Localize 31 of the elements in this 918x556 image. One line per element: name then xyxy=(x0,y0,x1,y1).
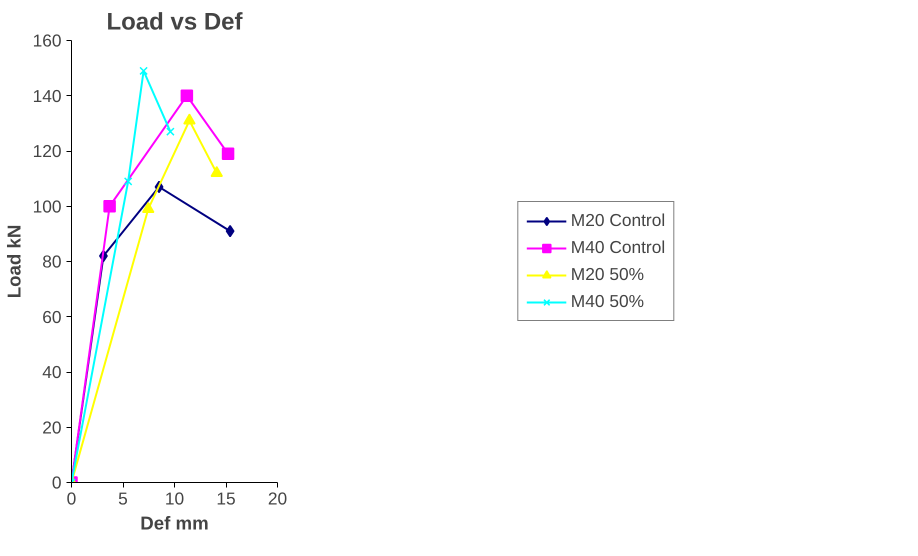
x-tick-label: 5 xyxy=(118,488,128,508)
y-tick-label: 20 xyxy=(42,417,62,438)
point xyxy=(103,200,116,212)
x-tick-label: 15 xyxy=(216,488,236,508)
y-tick-label: 140 xyxy=(32,86,62,106)
chart-title: Load vs Def xyxy=(106,8,244,36)
y-tick-label: 60 xyxy=(42,306,62,327)
y-tick-label: 80 xyxy=(42,252,62,272)
x-tick-label: 10 xyxy=(164,488,184,508)
point xyxy=(222,148,234,160)
legend-label: M20 50% xyxy=(570,264,644,285)
x-tick-label: 0 xyxy=(66,488,76,508)
point xyxy=(142,202,154,213)
legend-label: M40 Control xyxy=(570,237,666,258)
y-tick-label: 40 xyxy=(42,362,62,382)
point xyxy=(226,224,235,238)
point xyxy=(210,166,223,178)
point xyxy=(124,177,132,186)
y-tick-label: 0 xyxy=(52,472,62,492)
y-tick-label: 160 xyxy=(32,30,62,50)
legend-label: M20 Control xyxy=(570,210,666,231)
point xyxy=(183,114,196,125)
point xyxy=(166,127,175,136)
y-tick-label: 100 xyxy=(32,196,62,216)
y-tick-label: 120 xyxy=(32,141,62,161)
point xyxy=(139,66,148,76)
y-axis-title: Load kN xyxy=(4,224,25,298)
point xyxy=(180,90,194,102)
x-tick-label: 20 xyxy=(268,488,288,508)
x-axis-title: Def mm xyxy=(140,512,209,534)
legend-label: M40 50% xyxy=(570,291,644,312)
